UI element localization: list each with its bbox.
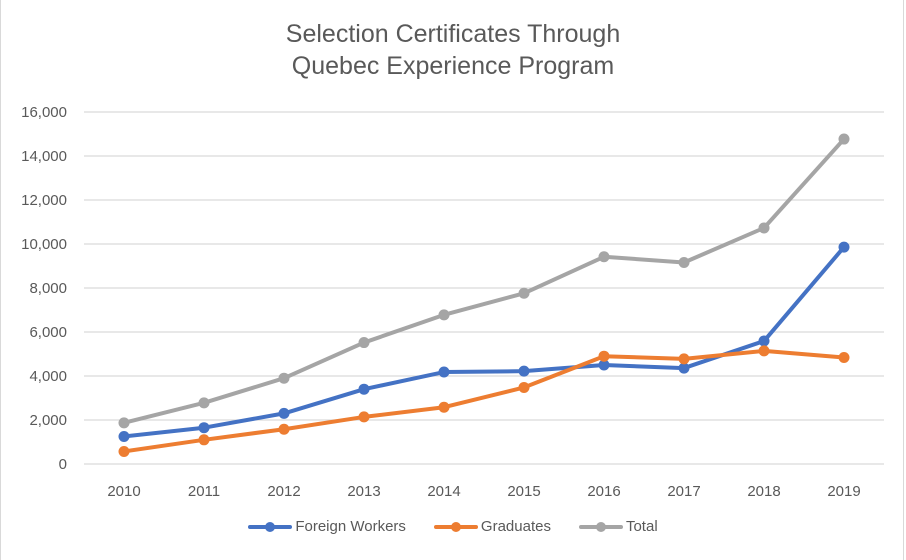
legend-item-graduates: Graduates xyxy=(433,518,551,535)
legend-label: Graduates xyxy=(480,518,551,535)
data-point-marker xyxy=(518,287,530,299)
legend-item-total: Total xyxy=(578,518,658,535)
data-point-marker xyxy=(838,352,850,364)
data-point-marker xyxy=(438,309,450,321)
y-tick-label: 12,000 xyxy=(21,192,67,209)
data-point-marker xyxy=(518,381,530,393)
legend-line-marker-icon xyxy=(433,521,478,532)
x-tick-label: 2015 xyxy=(507,483,540,500)
series-line xyxy=(122,245,846,439)
y-tick-label: 2,000 xyxy=(29,412,67,429)
series-line xyxy=(122,348,846,454)
x-tick-label: 2014 xyxy=(427,483,460,500)
y-tick-label: 16,000 xyxy=(21,104,67,121)
x-tick-label: 2012 xyxy=(267,483,300,500)
data-point-marker xyxy=(838,241,850,253)
data-point-marker xyxy=(198,397,210,409)
x-tick-label: 2016 xyxy=(587,483,620,500)
x-tick-label: 2017 xyxy=(667,483,700,500)
data-point-marker xyxy=(358,337,370,349)
legend-item-foreign-workers: Foreign Workers xyxy=(248,518,406,535)
y-tick-label: 6,000 xyxy=(29,324,67,341)
data-point-marker xyxy=(198,422,210,434)
data-point-marker xyxy=(278,423,290,435)
data-point-marker xyxy=(598,359,610,371)
gridlines xyxy=(84,111,884,465)
data-point-marker xyxy=(678,362,690,374)
data-point-marker xyxy=(438,401,450,413)
data-point-marker xyxy=(358,411,370,423)
data-point-marker xyxy=(118,431,130,442)
x-tick-label: 2019 xyxy=(827,483,860,500)
data-point-marker xyxy=(278,372,290,384)
data-point-marker xyxy=(598,251,610,263)
series-line xyxy=(122,137,846,425)
legend-label: Foreign Workers xyxy=(295,518,406,535)
y-tick-label: 4,000 xyxy=(29,368,67,385)
data-point-marker xyxy=(118,445,130,457)
data-point-marker xyxy=(758,222,770,234)
y-tick-label: 14,000 xyxy=(21,148,67,165)
x-tick-label: 2013 xyxy=(347,483,380,500)
data-point-marker xyxy=(678,256,690,268)
chart-title-line-1: Selection Certificates Through xyxy=(285,20,621,48)
series-total xyxy=(118,133,850,429)
series-lines xyxy=(118,133,850,457)
data-point-marker xyxy=(838,133,850,145)
legend-line-marker-icon xyxy=(248,521,293,532)
data-point-marker xyxy=(438,366,450,378)
data-point-marker xyxy=(198,434,210,446)
x-tick-label: 2010 xyxy=(107,483,140,500)
legend: Foreign Workers Graduates Total xyxy=(1,518,905,535)
data-point-marker xyxy=(678,353,690,365)
x-axis: 2010 2011 2012 2013 2014 2015 2016 2017 2018 2019 xyxy=(107,483,860,500)
data-point-marker xyxy=(598,350,610,362)
y-axis: 0 2,000 4,000 6,000 8,000 10,000 12,000 14,000 1… xyxy=(21,104,67,473)
y-tick-label: 10,000 xyxy=(21,236,67,253)
data-point-marker xyxy=(758,345,770,357)
data-point-marker xyxy=(358,383,370,395)
data-point-marker xyxy=(758,335,770,347)
x-tick-label: 2018 xyxy=(747,483,780,500)
chart-title-line-2: Quebec Experience Program xyxy=(291,52,615,80)
data-point-marker xyxy=(518,365,530,377)
y-tick-label: 0 xyxy=(59,456,67,473)
data-point-marker xyxy=(118,417,130,429)
series-graduates xyxy=(118,345,850,457)
legend-label: Total xyxy=(625,518,658,535)
legend-line-marker-icon xyxy=(578,521,623,532)
series-foreign-workers xyxy=(118,241,850,442)
chart-title: Selection Certificates Through Quebec Ex… xyxy=(1,18,905,82)
y-tick-label: 8,000 xyxy=(29,280,67,297)
data-point-marker xyxy=(278,407,290,419)
x-tick-label: 2011 xyxy=(188,483,220,500)
